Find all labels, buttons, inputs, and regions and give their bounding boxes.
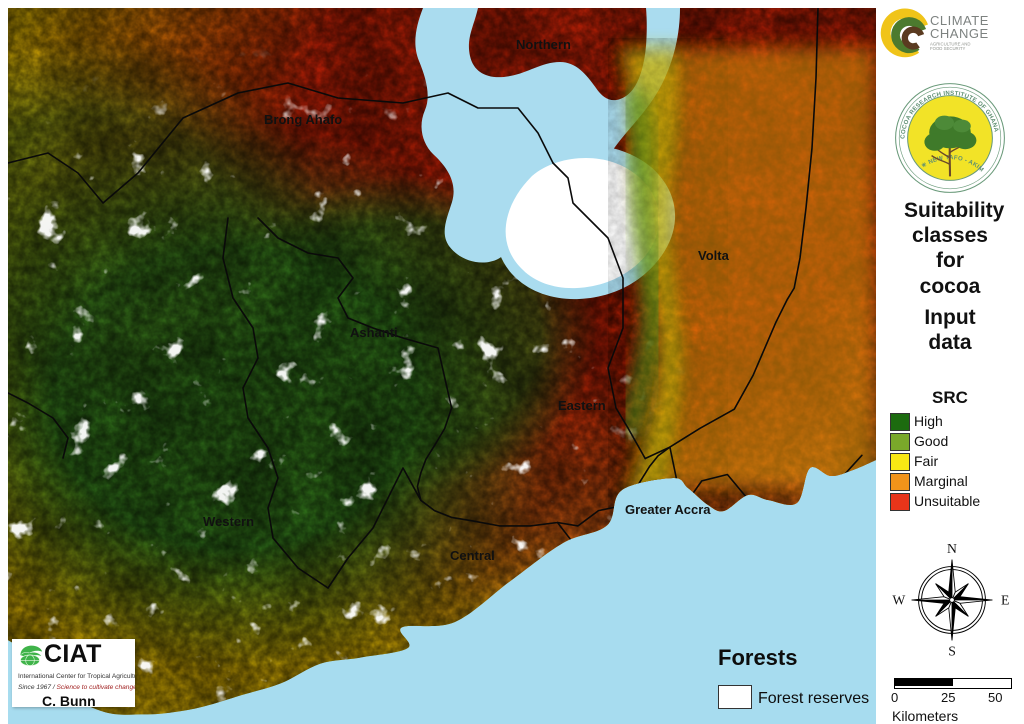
- svg-text:W: W: [892, 592, 905, 607]
- svg-text:FOOD SECURITY: FOOD SECURITY: [930, 46, 965, 51]
- svg-text:N: N: [947, 541, 957, 556]
- svg-text:E: E: [1001, 592, 1009, 607]
- svg-text:CHANGE: CHANGE: [930, 26, 989, 41]
- svg-text:S: S: [948, 644, 956, 659]
